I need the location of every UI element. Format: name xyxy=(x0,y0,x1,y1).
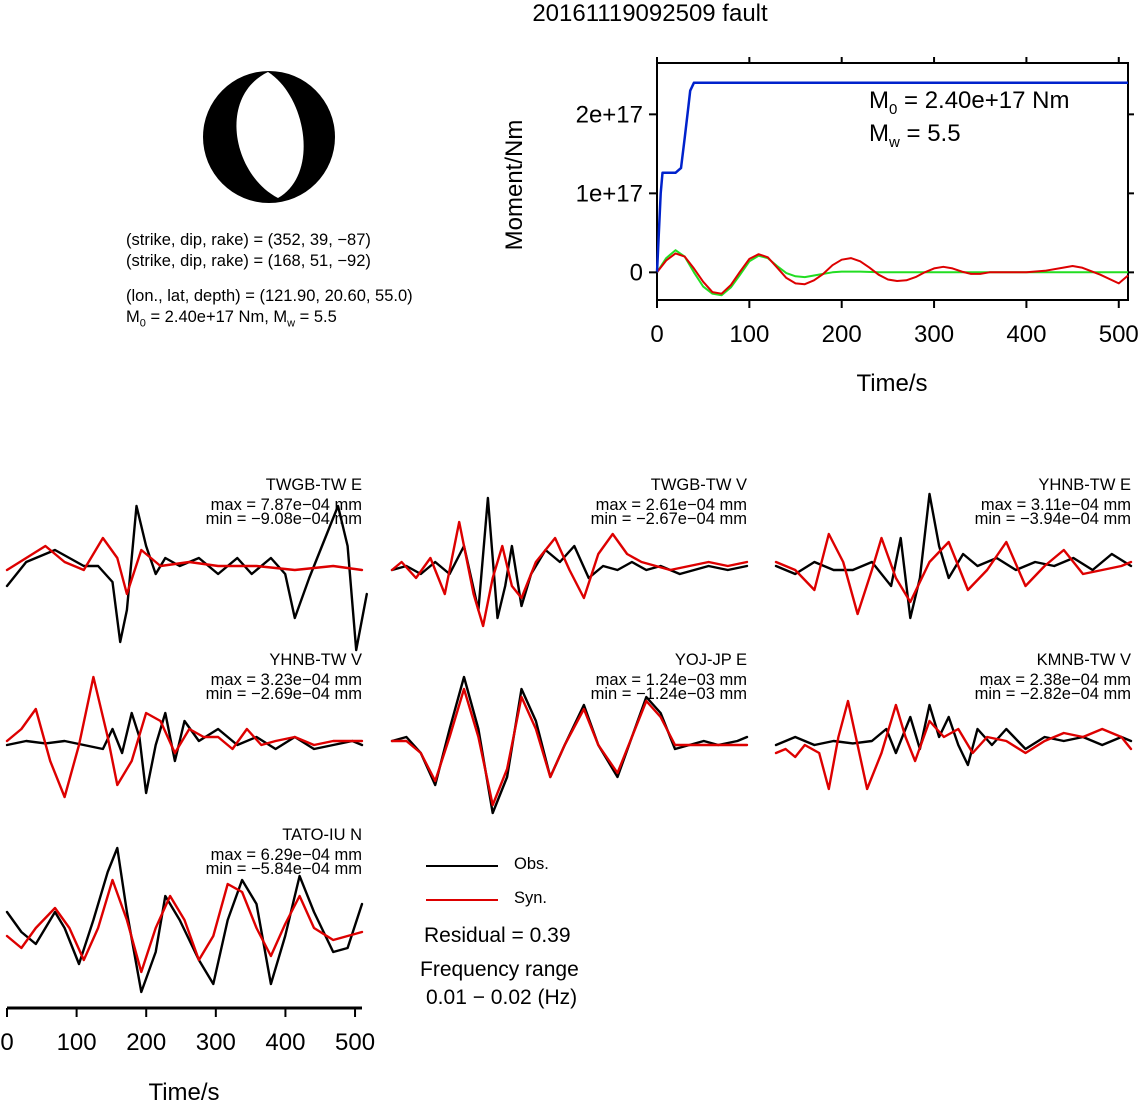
annot-m0-subscript: 0 xyxy=(889,101,897,118)
moment-ytick-label: 0 xyxy=(630,259,643,286)
moment-ylabel: Moment/Nm xyxy=(501,120,528,251)
station-min: min = −2.69e−04 mm xyxy=(206,685,362,703)
station-name: TWGB-TW V xyxy=(651,476,747,494)
m0-symbol: M xyxy=(126,308,140,326)
synthetic-waveform xyxy=(774,532,1133,616)
nodal-planes: (strike, dip, rake) = (352, 39, −87) (st… xyxy=(126,230,371,272)
beachball-icon xyxy=(203,71,335,203)
annot-m0-value: = 2.40e+17 Nm xyxy=(897,87,1069,114)
time-axis-label: 200 xyxy=(126,1029,166,1056)
time-axis-label: 400 xyxy=(265,1029,305,1056)
moment-ytick-label: 2e+17 xyxy=(576,101,643,128)
station-min: min = −3.94e−04 mm xyxy=(975,510,1131,528)
station-name: YHNB-TW E xyxy=(1038,476,1131,494)
legend-obs-swatch xyxy=(426,865,498,867)
synthetic-waveform xyxy=(5,536,364,596)
annot-mw-symbol: M xyxy=(869,120,889,147)
station-min: min = −9.08e−04 mm xyxy=(206,510,362,528)
moment-xtick-label: 200 xyxy=(822,321,862,348)
station-max: max = 2.38e−04 mm xyxy=(980,671,1131,689)
moment-xlabel: Time/s xyxy=(856,370,927,397)
observed-waveform xyxy=(5,846,364,994)
frequency-range-value: 0.01 − 0.02 (Hz) xyxy=(426,986,578,1009)
nodal-plane-2: (strike, dip, rake) = (168, 51, −92) xyxy=(126,252,371,270)
legend-syn-label: Syn. xyxy=(514,889,548,907)
station-max: max = 6.29e−04 mm xyxy=(211,846,362,864)
station-max: max = 3.23e−04 mm xyxy=(211,671,362,689)
synthetic-waveform xyxy=(390,687,749,807)
observed-waveform xyxy=(774,703,1133,767)
station-min: min = −1.24e−03 mm xyxy=(591,685,747,703)
frequency-range-label: Frequency range xyxy=(420,958,579,981)
moment-annotation-m0: M0 = 2.40e+17 Nm xyxy=(869,87,1069,118)
legend-syn-swatch xyxy=(426,899,498,901)
station-max: max = 7.87e−04 mm xyxy=(211,496,362,514)
residual-value: Residual = 0.39 xyxy=(424,924,571,947)
mw-symbol: M xyxy=(273,308,288,326)
m0-subscript: 0 xyxy=(139,317,146,330)
moment-frame xyxy=(656,62,1129,301)
moment-series-line xyxy=(656,252,1129,295)
nodal-plane-1: (strike, dip, rake) = (352, 39, −87) xyxy=(126,231,371,249)
time-axis-label: 500 xyxy=(335,1029,375,1056)
mw-value: = 5.5 xyxy=(295,308,337,326)
observed-waveform xyxy=(5,711,364,795)
time-axis-label: 300 xyxy=(196,1029,236,1056)
m0-value: = 2.40e+17 Nm, xyxy=(145,308,274,326)
station-max: max = 3.11e−04 mm xyxy=(981,496,1131,514)
annot-mw-subscript: w xyxy=(888,134,900,151)
station-name: YHNB-TW V xyxy=(269,651,362,669)
synthetic-waveform xyxy=(5,675,364,799)
moment-annotation-mw: Mw = 5.5 xyxy=(869,120,961,151)
moment-xtick-label: 400 xyxy=(1006,321,1046,348)
moment-ytick-label: 1e+17 xyxy=(576,180,643,207)
station-min: min = −5.84e−04 mm xyxy=(206,860,362,878)
synthetic-waveform xyxy=(390,520,749,628)
moment-xtick-label: 100 xyxy=(729,321,769,348)
moment-series-group xyxy=(655,81,1129,297)
beachball-dilatation xyxy=(236,72,304,198)
station-max: max = 1.24e−03 mm xyxy=(596,671,747,689)
station-max: max = 2.61e−04 mm xyxy=(596,496,747,514)
moment-series-line xyxy=(655,81,1128,273)
station-min: min = −2.82e−04 mm xyxy=(975,685,1131,703)
station-name: YOJ-JP E xyxy=(675,651,747,669)
mw-subscript: w xyxy=(287,317,296,330)
annot-m0-symbol: M xyxy=(869,87,889,114)
annot-mw-value: = 5.5 xyxy=(900,120,961,147)
moment-line: M0 = 2.40e+17 Nm, Mw = 5.5 xyxy=(126,307,413,334)
time-axis-label: 100 xyxy=(57,1029,97,1056)
synthetic-waveform xyxy=(774,699,1133,791)
station-name: TATO-IU N xyxy=(282,826,362,844)
station-min: min = −2.67e−04 mm xyxy=(591,510,747,528)
synthetic-waveform xyxy=(5,878,364,974)
waveform-xlabel: Time/s xyxy=(148,1079,219,1104)
moment-rate-chart: 0 100 200 300 400 500 0 1e+17 2e+17 Moment/Nm Ti… xyxy=(501,57,1139,397)
moment-xtick-label: 0 xyxy=(650,321,663,348)
moment-ticks: 0 100 200 300 400 500 0 1e+17 2e+17 xyxy=(576,57,1139,348)
source-location: (lon., lat, depth) = (121.90, 20.60, 55.… xyxy=(126,286,413,334)
moment-series-line xyxy=(656,249,1128,297)
moment-xtick-label: 300 xyxy=(914,321,954,348)
moment-xtick-label: 500 xyxy=(1099,321,1139,348)
waveform-time-axis: 0 100 200 300 400 500 xyxy=(0,1006,375,1056)
location-line: (lon., lat, depth) = (121.90, 20.60, 55.… xyxy=(126,287,413,305)
station-name: KMNB-TW V xyxy=(1037,651,1131,669)
moment-axes xyxy=(656,62,1129,301)
legend-obs-label: Obs. xyxy=(514,855,549,873)
time-axis-label: 0 xyxy=(0,1029,13,1056)
station-name: TWGB-TW E xyxy=(266,476,362,494)
page-title: 20161119092509 fault xyxy=(532,0,768,27)
